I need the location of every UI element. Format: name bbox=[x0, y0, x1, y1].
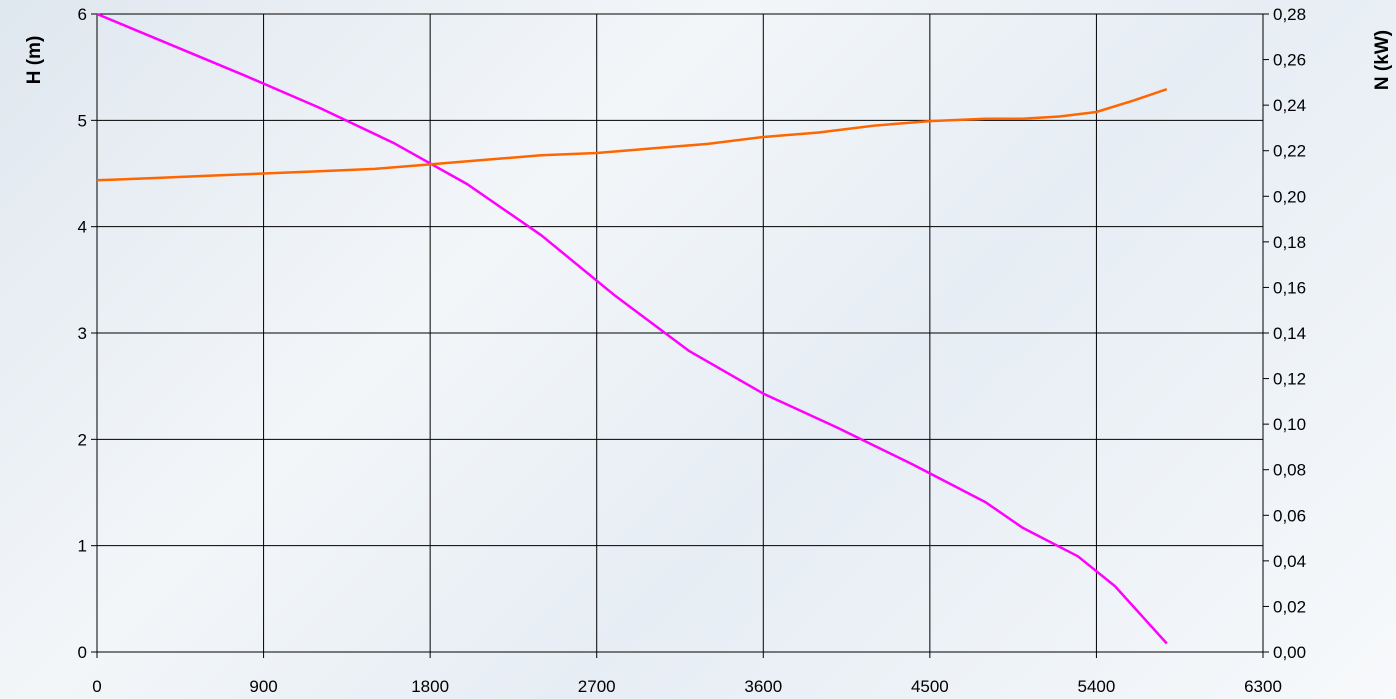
x-tick-label: 2700 bbox=[578, 677, 616, 696]
x-tick-label: 1800 bbox=[411, 677, 449, 696]
y-right-tick-label: 0,26 bbox=[1273, 51, 1306, 70]
y-right-tick-label: 0,00 bbox=[1273, 643, 1306, 662]
y-right-tick-label: 0,10 bbox=[1273, 415, 1306, 434]
y-left-axis-title: H (m) bbox=[24, 36, 45, 85]
head-curve-line bbox=[96, 12, 1168, 645]
y-right-tick-label: 0,20 bbox=[1273, 187, 1306, 206]
y-left-tick-label: 4 bbox=[78, 218, 87, 237]
y-left-tick-label: 0 bbox=[78, 643, 87, 662]
power-curve-line bbox=[96, 88, 1168, 182]
y-right-tick-label: 0,06 bbox=[1273, 506, 1306, 525]
y-right-tick-label: 0,18 bbox=[1273, 233, 1306, 252]
x-tick-label: 4500 bbox=[911, 677, 949, 696]
y-left-tick-label: 2 bbox=[78, 430, 87, 449]
y-right-tick-label: 0,02 bbox=[1273, 597, 1306, 616]
y-right-tick-label: 0,24 bbox=[1273, 96, 1306, 115]
y-right-tick-label: 0,08 bbox=[1273, 461, 1306, 480]
y-right-tick-label: 0,04 bbox=[1273, 552, 1306, 571]
y-right-tick-label: 0,28 bbox=[1273, 5, 1306, 24]
y-left-tick-label: 1 bbox=[78, 537, 87, 556]
y-left-tick-label: 6 bbox=[78, 5, 87, 24]
x-tick-label: 6300 bbox=[1244, 677, 1282, 696]
x-tick-label: 900 bbox=[249, 677, 277, 696]
y-left-tick-label: 5 bbox=[78, 111, 87, 130]
y-right-tick-label: 0,16 bbox=[1273, 278, 1306, 297]
y-right-axis-title: N (kW) bbox=[1372, 30, 1393, 90]
x-tick-label: 3600 bbox=[744, 677, 782, 696]
y-right-tick-label: 0,22 bbox=[1273, 142, 1306, 161]
y-right-tick-label: 0,14 bbox=[1273, 324, 1306, 343]
x-tick-label: 5400 bbox=[1078, 677, 1116, 696]
y-left-tick-label: 3 bbox=[78, 324, 87, 343]
x-tick-label: 0 bbox=[92, 677, 101, 696]
y-right-tick-label: 0,12 bbox=[1273, 370, 1306, 389]
